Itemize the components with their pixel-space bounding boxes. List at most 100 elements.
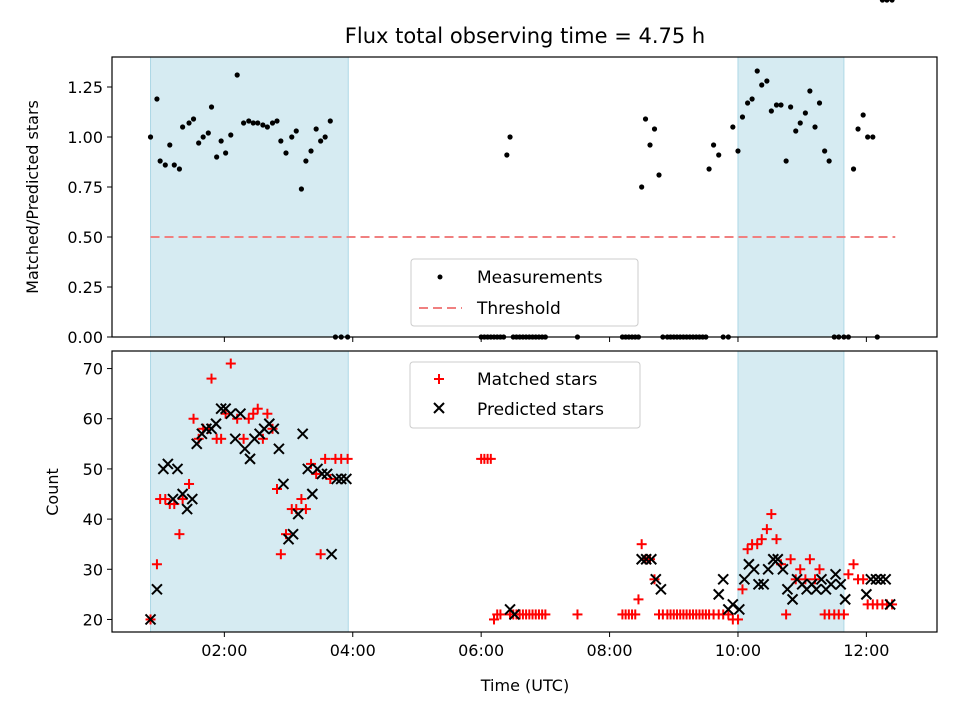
matched-star-point [216, 433, 227, 444]
matched-star-point [732, 614, 743, 625]
top-y-axis-label: Matched/Predicted stars [23, 100, 42, 294]
measurement-point [793, 128, 799, 134]
bottom-legend-box [409, 361, 641, 429]
chart-title: Flux total observing time = 4.75 h [345, 24, 705, 48]
matched-star-point [188, 413, 199, 424]
predicted-star-point [810, 583, 823, 596]
y-tick-label: 1.25 [67, 78, 103, 97]
measurement-point [223, 150, 229, 156]
measurement-point [749, 96, 755, 102]
matched-stars-points [145, 358, 898, 625]
measurement-point [234, 72, 240, 78]
matched-star-point [633, 594, 644, 605]
predicted-star-point [171, 463, 184, 475]
matched-star-point [737, 584, 748, 595]
measurement-point [255, 120, 261, 126]
matched-star-point [723, 609, 734, 620]
bottom-plot-frame [111, 350, 938, 633]
matched-star-point [572, 609, 583, 620]
predicted-star-point [508, 608, 521, 621]
matched-star-point [225, 358, 236, 369]
predicted-star-point [331, 473, 343, 485]
predicted-star-point [316, 468, 328, 480]
matched-star-point [766, 509, 777, 520]
matched-star-point [177, 494, 188, 505]
matched-star-point [206, 373, 217, 384]
predicted-star-point [162, 458, 174, 470]
measurement-point [797, 120, 803, 126]
legend-predicted-marker [433, 402, 445, 414]
predicted-star-point [215, 402, 227, 415]
measurement-point [190, 116, 197, 122]
predicted-star-point [225, 408, 237, 420]
matched-star-point [160, 494, 171, 505]
matched-star-point [810, 574, 821, 585]
measurement-point [710, 142, 717, 148]
predicted-star-point [865, 573, 877, 586]
measurement-point [260, 122, 266, 128]
matched-star-point [272, 483, 282, 494]
matched-star-point [848, 559, 859, 570]
matched-star-point [257, 433, 268, 444]
predicted-star-point [268, 423, 280, 435]
matched-star-point [636, 539, 647, 550]
measurement-point [264, 124, 270, 130]
measurement-point [865, 134, 871, 140]
measurement-point [228, 132, 234, 138]
predicted-star-point [306, 488, 319, 500]
x-tick-label: 02:00 [201, 641, 247, 660]
x-tick-label: 10:00 [715, 641, 761, 660]
measurement-point [706, 166, 712, 172]
measurement-point [214, 154, 220, 160]
measurement-point [807, 88, 813, 94]
measurement-point [308, 148, 314, 154]
measurement-point [656, 172, 662, 178]
measurement-point [783, 158, 789, 164]
predicted-star-point [273, 443, 285, 455]
bottom-legend: Matched stars Predicted stars [409, 361, 641, 429]
measurement-point [176, 166, 183, 172]
predicted-stars-points [144, 402, 896, 626]
measurement-point [278, 138, 284, 144]
predicted-star-point [860, 588, 873, 601]
matched-star-point [795, 564, 806, 575]
x-axis-label: Time (UTC) [480, 676, 569, 695]
predicted-star-point [815, 573, 828, 586]
matched-star-point [804, 554, 815, 565]
predicted-star-point [302, 463, 314, 475]
y-tick-label: 60 [83, 410, 103, 429]
predicted-star-point [186, 493, 198, 505]
predicted-star-point [277, 478, 290, 490]
matched-star-point [761, 524, 772, 535]
measurement-point [246, 118, 252, 124]
measurement-point [303, 158, 309, 164]
measurement-point [802, 110, 808, 116]
predicted-star-point [296, 428, 309, 440]
measurement-point [186, 120, 192, 126]
y-tick-label: 20 [83, 610, 103, 629]
matched-star-point [174, 529, 185, 540]
top-legend: Measurements Threshold [410, 258, 639, 327]
measurement-point [735, 148, 741, 154]
predicted-star-point [717, 573, 729, 586]
matched-star-point [232, 413, 243, 424]
legend-matched-label: Matched stars [477, 370, 597, 390]
legend-measurements-marker [437, 274, 443, 280]
matched-star-point [296, 494, 307, 505]
predicted-star-point [713, 588, 725, 601]
y-tick-label: 0.00 [67, 328, 103, 347]
measurement-point [879, 0, 886, 3]
y-tick-label: 40 [83, 510, 103, 529]
bottom-x-ticks: 02:00 04:00 06:00 08:00 10:00 12:00 [201, 632, 889, 660]
y-tick-label: 50 [83, 460, 103, 479]
x-tick-label: 08:00 [587, 641, 633, 660]
predicted-star-point [748, 563, 760, 575]
predicted-star-point [210, 418, 222, 430]
bottom-y-ticks: 20 30 40 50 60 70 [83, 360, 112, 629]
bottom-panel: 20 30 40 50 60 70 02:00 04:00 06:00 08:00 10:00 12… [43, 350, 938, 695]
y-tick-label: 0.50 [67, 228, 103, 247]
predicted-star-point [234, 408, 247, 420]
measurement-point [651, 126, 658, 132]
measurement-point [850, 166, 857, 172]
